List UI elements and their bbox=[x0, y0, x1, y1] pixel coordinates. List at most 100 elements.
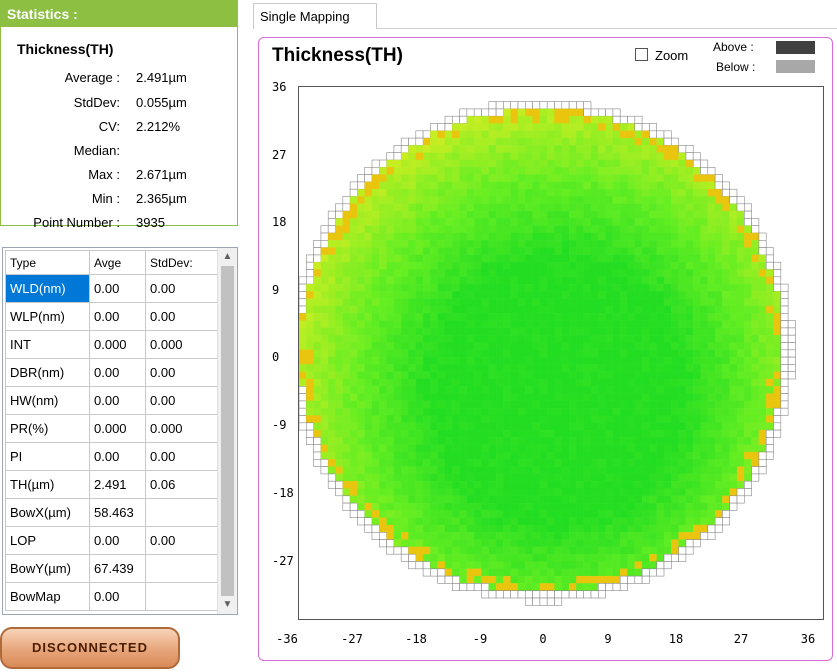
map-cell bbox=[707, 466, 716, 475]
table-cell[interactable]: PR(%) bbox=[5, 414, 90, 443]
map-cell bbox=[481, 408, 489, 416]
wafer-map-plot[interactable] bbox=[298, 86, 824, 620]
map-cell bbox=[452, 488, 460, 496]
map-cell bbox=[758, 371, 767, 380]
scroll-down-icon[interactable]: ▼ bbox=[222, 599, 233, 610]
table-cell[interactable]: 58.463 bbox=[89, 498, 146, 527]
table-cell[interactable]: 0.00 bbox=[89, 582, 146, 611]
table-cell[interactable]: BowX(µm) bbox=[5, 498, 90, 527]
table-row[interactable]: TH(µm) 2.491 0.06 bbox=[5, 470, 218, 499]
table-cell[interactable]: 0.00 bbox=[145, 358, 218, 387]
table-row[interactable]: LOP 0.00 0.00 bbox=[5, 526, 218, 555]
map-cell bbox=[598, 466, 606, 475]
map-cell bbox=[678, 429, 687, 438]
connection-status-button[interactable]: DISCONNECTED bbox=[0, 627, 180, 669]
map-cell bbox=[685, 386, 694, 394]
table-cell[interactable]: HW(nm) bbox=[5, 386, 90, 415]
parameter-grid[interactable]: Type Avge StdDev: WLD(nm) 0.00 0.00 WLP(nm) 0.… bbox=[2, 247, 238, 615]
table-cell[interactable]: 0.00 bbox=[145, 274, 218, 303]
table-cell[interactable]: 2.491 bbox=[89, 470, 146, 499]
map-cell bbox=[415, 145, 424, 153]
map-cell bbox=[481, 313, 489, 321]
zoom-checkbox[interactable] bbox=[635, 48, 648, 61]
map-cell bbox=[612, 137, 621, 146]
table-cell[interactable]: 0.000 bbox=[145, 330, 218, 359]
map-cell bbox=[568, 203, 577, 212]
map-cell bbox=[547, 203, 555, 212]
map-cell bbox=[400, 553, 409, 562]
map-cell bbox=[656, 167, 665, 175]
table-cell[interactable] bbox=[145, 582, 218, 611]
map-cell bbox=[495, 408, 504, 416]
map-cell bbox=[598, 167, 606, 175]
map-cell bbox=[488, 415, 497, 423]
table-cell[interactable]: 0.00 bbox=[145, 302, 218, 331]
map-cell bbox=[714, 524, 723, 533]
table-row[interactable]: DBR(nm) 0.00 0.00 bbox=[5, 358, 218, 387]
table-cell[interactable]: 0.00 bbox=[89, 386, 146, 415]
map-cell bbox=[685, 313, 694, 321]
table-cell[interactable] bbox=[145, 554, 218, 583]
table-row[interactable]: PI 0.00 0.00 bbox=[5, 442, 218, 471]
column-header[interactable]: Avge bbox=[89, 250, 146, 275]
column-header[interactable]: StdDev: bbox=[145, 250, 218, 275]
table-cell[interactable] bbox=[145, 498, 218, 527]
table-row[interactable]: INT 0.000 0.000 bbox=[5, 330, 218, 359]
map-cell bbox=[743, 210, 752, 219]
table-cell[interactable]: 0.000 bbox=[145, 414, 218, 443]
map-cell bbox=[459, 123, 468, 131]
map-cell bbox=[510, 554, 519, 562]
map-cell bbox=[298, 422, 307, 431]
table-cell[interactable]: 0.00 bbox=[89, 302, 146, 331]
table-cell[interactable]: 0.00 bbox=[89, 358, 146, 387]
table-row[interactable]: PR(%) 0.000 0.000 bbox=[5, 414, 218, 443]
map-cell bbox=[620, 174, 628, 183]
table-cell[interactable]: 0.00 bbox=[145, 386, 218, 415]
table-cell[interactable]: 0.06 bbox=[145, 470, 218, 499]
column-header[interactable]: Type bbox=[5, 250, 90, 275]
map-cell bbox=[495, 254, 504, 263]
table-row[interactable]: BowX(µm) 58.463 bbox=[5, 498, 218, 527]
table-cell[interactable]: 0.00 bbox=[145, 442, 218, 471]
map-cell bbox=[481, 488, 489, 496]
table-cell[interactable]: 0.00 bbox=[89, 274, 146, 303]
map-cell bbox=[678, 159, 687, 168]
zoom-label[interactable]: Zoom bbox=[655, 48, 689, 63]
table-row[interactable]: BowY(µm) 67.439 bbox=[5, 554, 218, 583]
table-cell[interactable]: 67.439 bbox=[89, 554, 146, 583]
table-cell[interactable]: DBR(nm) bbox=[5, 358, 90, 387]
map-cell bbox=[298, 327, 307, 336]
table-cell[interactable]: 0.00 bbox=[89, 442, 146, 471]
table-row[interactable]: HW(nm) 0.00 0.00 bbox=[5, 386, 218, 415]
table-row[interactable]: WLD(nm) 0.00 0.00 bbox=[5, 274, 218, 303]
map-cell bbox=[576, 400, 584, 409]
table-cell[interactable]: WLD(nm) bbox=[5, 274, 90, 303]
map-cell bbox=[780, 407, 789, 416]
table-cell[interactable]: 0.00 bbox=[145, 526, 218, 555]
table-cell[interactable]: 0.00 bbox=[89, 526, 146, 555]
map-cell bbox=[510, 108, 519, 117]
scroll-up-icon[interactable]: ▲ bbox=[222, 251, 233, 262]
table-cell[interactable]: WLP(nm) bbox=[5, 302, 90, 331]
map-cell bbox=[561, 225, 570, 234]
table-cell[interactable]: INT bbox=[5, 330, 90, 359]
map-cell bbox=[547, 174, 555, 183]
table-cell[interactable]: BowMap bbox=[5, 582, 90, 611]
table-cell[interactable]: BowY(µm) bbox=[5, 554, 90, 583]
map-cell bbox=[692, 152, 701, 161]
table-cell[interactable]: LOP bbox=[5, 526, 90, 555]
map-cell bbox=[357, 269, 365, 277]
table-cell[interactable]: TH(µm) bbox=[5, 470, 90, 499]
map-cell bbox=[525, 510, 533, 518]
tab-single-mapping[interactable]: Single Mapping bbox=[253, 3, 377, 29]
map-cell bbox=[729, 313, 738, 321]
vertical-scrollbar[interactable]: ▲ ▼ bbox=[217, 248, 237, 614]
table-row[interactable]: WLP(nm) 0.00 0.00 bbox=[5, 302, 218, 331]
table-cell[interactable]: PI bbox=[5, 442, 90, 471]
map-cell bbox=[474, 174, 482, 183]
table-cell[interactable]: 0.000 bbox=[89, 414, 146, 443]
map-cell bbox=[495, 510, 504, 518]
scroll-thumb[interactable] bbox=[221, 266, 234, 596]
table-cell[interactable]: 0.000 bbox=[89, 330, 146, 359]
table-row[interactable]: BowMap 0.00 bbox=[5, 582, 218, 611]
